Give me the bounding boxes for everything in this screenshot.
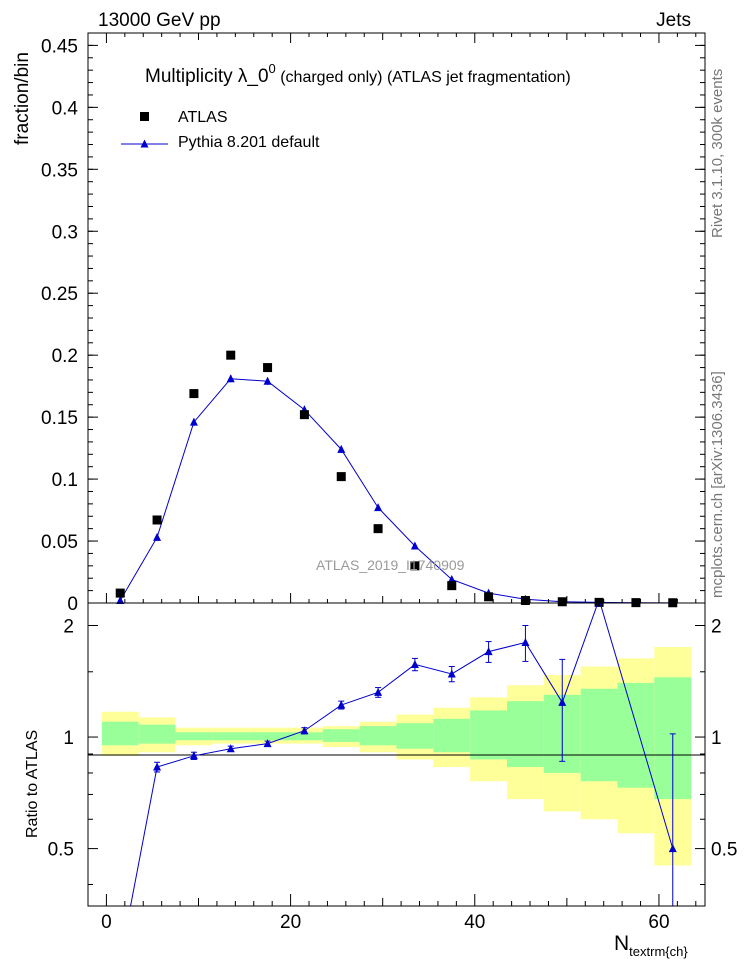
atlas-point: [447, 581, 457, 591]
ratio-band-inner: [322, 729, 360, 742]
ratio-band-inner: [470, 710, 508, 760]
atlas-point: [336, 472, 346, 482]
x-tick-label: 20: [280, 912, 301, 933]
ratio-band-inner: [285, 732, 323, 741]
header-left: 13000 GeV pp: [98, 10, 221, 31]
ratio-pythia-point: [226, 744, 235, 753]
side-label-mcplots: mcplots.cern.ch [arXiv:1306.3436]: [709, 371, 726, 598]
atlas-point: [299, 410, 309, 420]
ratio-pythia-point: [300, 726, 309, 735]
ratio-y-tick-label-right: 1: [711, 728, 722, 749]
ratio-pythia-point: [337, 700, 346, 709]
pythia-point: [226, 374, 235, 383]
ratio-band-inner: [138, 724, 176, 744]
x-tick-label: 40: [464, 912, 485, 933]
ratio-pythia-point: [484, 647, 493, 656]
ratio-y-axis-label: Ratio to ATLAS: [24, 730, 41, 838]
pythia-point: [447, 574, 456, 583]
main-y-tick-label: 0.35: [41, 160, 78, 181]
ratio-pythia-point: [189, 751, 198, 760]
pythia-point: [189, 417, 198, 426]
ratio-band-inner: [359, 726, 397, 746]
pythia-point: [153, 532, 162, 541]
ratio-band-inner: [249, 732, 286, 741]
legend-atlas-marker: [140, 112, 149, 121]
header-right: Jets: [656, 10, 691, 31]
legend: ATLAS Pythia 8.201 default: [121, 109, 320, 151]
ratio-band-inner: [212, 732, 250, 741]
main-plot-panel: 0 0.05 0.1 0.15 0.2 0.25 0.3 0.35 0.4 0.45 fracti…: [12, 32, 706, 615]
pythia-point: [263, 376, 272, 385]
atlas-point: [373, 524, 383, 534]
ratio-y-tick-label-left: 1: [63, 728, 74, 749]
atlas-point: [115, 588, 125, 598]
chart-title: Multiplicity λ_00 (charged only) (ATLAS …: [145, 61, 571, 87]
pythia-point: [410, 541, 419, 550]
atlas-point: [594, 597, 604, 607]
atlas-point: [410, 561, 420, 571]
pythia-line: [119, 378, 673, 604]
atlas-point: [484, 592, 494, 602]
atlas-point: [263, 363, 273, 373]
ratio-plot-ticks: 0.5 0.51 12 20 20 40 60: [48, 616, 738, 933]
main-y-tick-label: 0.45: [41, 36, 78, 57]
atlas-point: [557, 597, 567, 607]
ratio-y-tick-label-right: 0.5: [711, 840, 737, 861]
analysis-watermark: ATLAS_2019_I1740909: [316, 557, 465, 573]
main-y-tick-label: 0.15: [41, 408, 78, 429]
ratio-pythia-point: [558, 697, 567, 706]
ratio-y-tick-label-left: 2: [63, 616, 74, 637]
ratio-pythia-point: [447, 669, 456, 678]
legend-pythia-marker: [140, 139, 149, 148]
ratio-plot-marks: [117, 603, 677, 907]
atlas-point: [152, 515, 162, 525]
main-y-tick-label: 0.1: [52, 470, 78, 491]
x-axis-label-main: N: [614, 932, 629, 955]
main-y-tick-label: 0.3: [52, 222, 78, 243]
main-y-tick-label: 0.2: [52, 346, 78, 367]
ratio-plot-panel: 0.5 0.51 12 20 20 40 60 Ratio to ATLAS Ntextrm…: [24, 602, 738, 959]
pythia-point: [116, 596, 125, 605]
pythia-point: [374, 503, 383, 512]
ratio-band-inner: [507, 701, 544, 768]
ratio-band-inner: [580, 688, 618, 782]
x-axis-label: Ntextrm{ch}: [614, 932, 688, 959]
atlas-point: [226, 350, 236, 360]
chart-title-superscript: 0: [269, 61, 276, 76]
ratio-band-inner: [396, 723, 434, 749]
ratio-band-inner: [101, 721, 139, 746]
ratio-y-tick-label-right: 2: [711, 616, 722, 637]
chart-title-suffix: (charged only) (ATLAS jet fragmentation): [276, 69, 571, 86]
ratio-band-inner: [175, 732, 213, 741]
ratio-pythia-point: [263, 739, 272, 748]
ratio-band-inner: [433, 718, 471, 753]
main-y-tick-label: 0.4: [52, 98, 79, 119]
main-y-tick-label: 0: [67, 594, 78, 615]
x-tick-label: 60: [648, 912, 669, 933]
ratio-y-tick-label-left: 0.5: [48, 840, 74, 861]
atlas-point: [520, 596, 530, 606]
ratio-pythia-point: [153, 762, 162, 771]
legend-atlas-label: ATLAS: [178, 109, 228, 126]
pythia-point: [337, 444, 346, 453]
main-y-tick-label: 0.25: [41, 284, 78, 305]
ratio-band-inner: [617, 682, 655, 788]
main-y-axis-label: fraction/bin: [12, 52, 33, 145]
x-axis-label-subscript: textrm{ch}: [629, 944, 688, 959]
main-y-tick-label: 0.05: [41, 532, 78, 553]
ratio-pythia-point: [374, 687, 383, 696]
ratio-pythia-point: [410, 659, 419, 668]
chart-title-main: Multiplicity λ_0: [145, 66, 269, 87]
ratio-pythia-point: [521, 637, 530, 646]
ratio-pythia-point: [668, 844, 677, 853]
legend-pythia-label: Pythia 8.201 default: [178, 134, 320, 151]
atlas-point: [189, 389, 199, 399]
side-label-rivet: Rivet 3.1.10, 300k events: [709, 69, 726, 238]
x-tick-label: 0: [101, 912, 112, 933]
ratio-bands: [101, 646, 692, 866]
ratio-plot-frame: [87, 602, 706, 907]
main-plot-ticks: 0 0.05 0.1 0.15 0.2 0.25 0.3 0.35 0.4 0.45: [41, 33, 705, 615]
